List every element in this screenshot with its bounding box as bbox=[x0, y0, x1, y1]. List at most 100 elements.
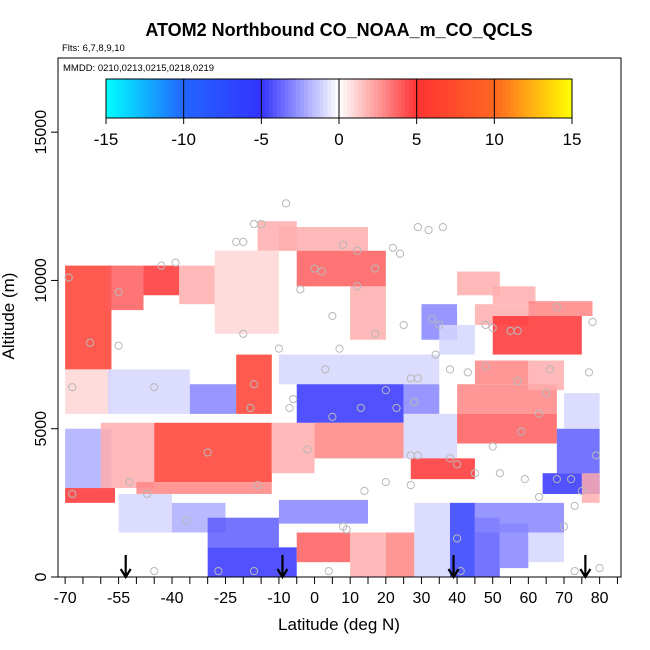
observation-point bbox=[495, 469, 504, 478]
heatmap-cell bbox=[154, 422, 272, 483]
observation-point bbox=[335, 344, 344, 353]
x-tick-label: 30 bbox=[413, 590, 431, 607]
observation-point bbox=[559, 522, 569, 531]
observation-point bbox=[513, 326, 522, 335]
colorbar-swatch bbox=[238, 79, 243, 118]
heatmap-cell bbox=[107, 265, 144, 311]
observation-point bbox=[534, 409, 544, 418]
observation-point bbox=[296, 285, 305, 294]
colorbar-swatch bbox=[269, 79, 274, 118]
heatmap-cell bbox=[457, 271, 500, 296]
colorbar-swatch bbox=[564, 79, 569, 118]
observation-point bbox=[239, 237, 248, 246]
observation-point bbox=[445, 454, 455, 463]
colorbar-swatch bbox=[540, 79, 546, 118]
colorbar-swatch bbox=[366, 79, 371, 118]
colorbar-tick-label: 10 bbox=[485, 130, 504, 149]
colorbar-swatch bbox=[486, 79, 491, 118]
heatmap-cell bbox=[492, 286, 536, 305]
observation-point bbox=[324, 566, 333, 576]
colorbar-swatch bbox=[397, 79, 402, 118]
colorbar-tick-label: 5 bbox=[412, 130, 421, 149]
colorbar-swatch bbox=[226, 79, 231, 118]
observation-point bbox=[513, 377, 522, 386]
colorbar-swatch bbox=[307, 79, 313, 118]
colorbar-swatch bbox=[172, 79, 177, 118]
colorbar-swatch bbox=[451, 79, 456, 118]
colorbar-swatch bbox=[311, 79, 317, 118]
observation-point bbox=[395, 249, 405, 258]
colorbar-swatch bbox=[327, 79, 332, 118]
observation-point bbox=[534, 492, 544, 502]
heatmap-cell bbox=[556, 428, 600, 474]
heatmap-cell bbox=[457, 413, 557, 444]
y-tick-label: 10000 bbox=[33, 258, 50, 303]
heatmap-cell bbox=[296, 250, 386, 287]
heatmap-cell bbox=[528, 360, 564, 391]
colorbar-swatch bbox=[482, 79, 488, 118]
colorbar-swatch bbox=[377, 79, 383, 118]
flight-arrow bbox=[579, 555, 592, 580]
colorbar-swatch bbox=[471, 79, 476, 118]
colorbar-swatch bbox=[373, 79, 379, 118]
observation-point bbox=[445, 365, 455, 374]
observation-point bbox=[552, 475, 561, 484]
observation-point bbox=[360, 486, 369, 496]
observation-point bbox=[157, 261, 166, 270]
colorbar-swatch bbox=[129, 79, 134, 118]
heatmap-cell bbox=[65, 488, 116, 503]
observation-point bbox=[410, 397, 419, 407]
observation-point bbox=[570, 566, 579, 576]
x-tick-label: -70 bbox=[54, 590, 77, 607]
colorbar-swatch bbox=[490, 79, 495, 118]
colorbar-swatch bbox=[498, 79, 503, 118]
observation-point bbox=[481, 320, 490, 330]
colorbar-swatch bbox=[548, 79, 554, 118]
observation-point bbox=[182, 516, 191, 525]
colorbar-swatch bbox=[191, 79, 196, 118]
colorbar-swatch bbox=[533, 79, 538, 118]
colorbar-swatch bbox=[443, 79, 449, 118]
observation-point bbox=[424, 225, 433, 235]
colorbar-swatch bbox=[350, 79, 356, 118]
observation-point bbox=[246, 403, 255, 413]
plot-frame bbox=[57, 57, 622, 578]
colorbar-swatch bbox=[304, 79, 309, 118]
observation-point bbox=[239, 329, 248, 338]
observation-point bbox=[289, 394, 298, 404]
observation-point bbox=[142, 489, 152, 499]
colorbar-swatch bbox=[265, 79, 270, 118]
colorbar-swatch bbox=[544, 79, 550, 118]
heatmap-cell bbox=[214, 250, 279, 334]
observation-point bbox=[413, 374, 422, 383]
colorbar-swatch bbox=[300, 79, 305, 118]
heatmap-cell bbox=[179, 265, 215, 305]
colorbar-swatch bbox=[428, 79, 433, 118]
colorbar-swatch bbox=[529, 79, 534, 118]
colorbar-swatch bbox=[183, 79, 189, 118]
observation-point bbox=[381, 477, 390, 487]
y-tick-label: 5000 bbox=[33, 411, 50, 447]
observation-point bbox=[463, 368, 472, 377]
observation-point bbox=[470, 469, 480, 478]
heatmap-cell bbox=[278, 227, 369, 251]
observation-point bbox=[274, 344, 284, 353]
heatmap-cell bbox=[350, 532, 386, 577]
colorbar-swatch bbox=[214, 79, 220, 118]
heatmap-cell bbox=[528, 532, 564, 563]
observation-point bbox=[310, 264, 319, 273]
colorbar-swatch bbox=[323, 79, 328, 118]
colorbar-swatch bbox=[339, 79, 344, 118]
colorbar-swatch bbox=[463, 79, 468, 118]
heatmap-cell bbox=[189, 384, 237, 414]
observation-point bbox=[452, 534, 462, 543]
colorbar-swatch bbox=[140, 79, 146, 118]
colorbar-swatch bbox=[408, 79, 414, 118]
heatmap-cell bbox=[385, 532, 415, 577]
colorbar-swatch bbox=[203, 79, 208, 118]
observation-point bbox=[85, 338, 95, 347]
colorbar-swatch bbox=[117, 79, 123, 118]
observation-point bbox=[353, 246, 362, 255]
y-tick-label: 15000 bbox=[33, 110, 50, 155]
colorbar-swatch bbox=[537, 79, 542, 118]
